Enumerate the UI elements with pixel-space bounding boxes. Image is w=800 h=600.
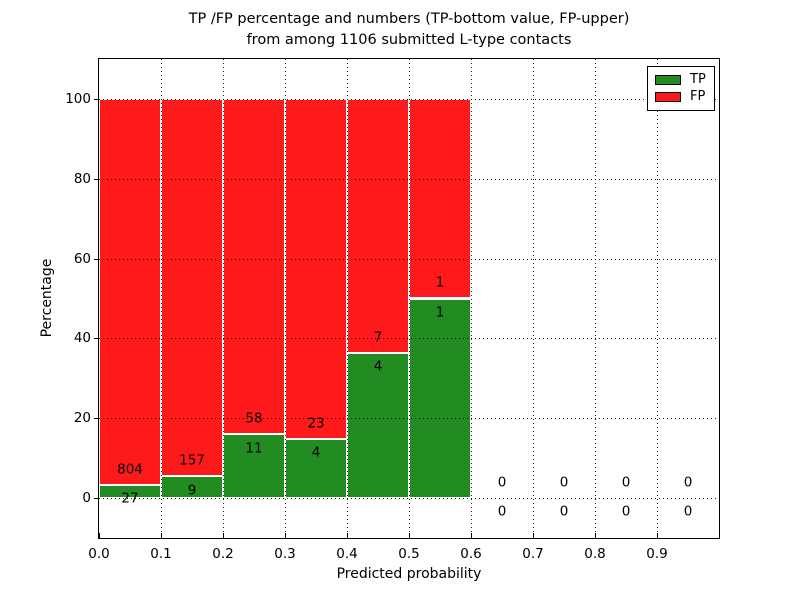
x-tick <box>285 533 286 538</box>
tp-bar-segment <box>347 352 409 499</box>
fp-bar-segment <box>285 98 347 439</box>
x-tick-label: 0.0 <box>88 546 110 562</box>
tp-count-label: 27 <box>121 490 139 507</box>
y-tick <box>94 338 99 340</box>
fp-count-label: 1 <box>435 274 445 291</box>
x-tick <box>99 533 100 538</box>
legend: TP FP <box>647 66 715 111</box>
x-tick <box>471 533 472 538</box>
x-tick-label: 0.6 <box>460 546 482 562</box>
y-tick <box>94 498 99 500</box>
vgridline <box>471 59 472 538</box>
y-tick-label: 0 <box>82 490 91 507</box>
vgridline <box>533 59 534 538</box>
tp-count-label: 4 <box>311 444 321 461</box>
vgridline <box>285 59 286 538</box>
y-tick-label: 20 <box>73 410 91 427</box>
tp-count-label: 0 <box>497 503 507 520</box>
bars-layer <box>99 59 719 538</box>
fp-count-label: 23 <box>307 415 325 432</box>
vgridline <box>657 59 658 538</box>
y-tick-label: 80 <box>73 170 91 187</box>
fp-count-label: 0 <box>559 474 569 491</box>
x-tick <box>595 533 596 538</box>
vgridline <box>347 59 348 538</box>
y-tick-label: 40 <box>73 330 91 347</box>
fp-bar-segment <box>409 98 471 299</box>
fp-count-label: 0 <box>683 474 693 491</box>
fp-legend-swatch-icon <box>655 92 681 102</box>
fp-count-label: 0 <box>497 474 507 491</box>
fp-count-label: 157 <box>179 452 205 469</box>
grid-layer <box>99 59 719 538</box>
legend-row-fp: FP <box>655 90 714 104</box>
vgridline <box>223 59 224 538</box>
tp-count-label: 1 <box>435 304 445 321</box>
x-tick-label: 0.4 <box>336 546 358 562</box>
y-axis-title: Percentage <box>39 258 55 338</box>
chart-title: TP /FP percentage and numbers (TP-bottom… <box>99 9 719 51</box>
fp-count-label: 58 <box>245 410 263 427</box>
y-tick <box>94 418 99 420</box>
tp-bar-segment <box>285 438 347 499</box>
x-tick <box>409 533 410 538</box>
fp-legend-label: FP <box>690 89 706 104</box>
x-tick <box>347 533 348 538</box>
vgridline <box>161 59 162 538</box>
legend-row-tp: TP <box>655 73 714 87</box>
chart-title-line1: TP /FP percentage and numbers (TP-bottom… <box>188 11 630 27</box>
fp-bar-segment <box>347 98 409 353</box>
vgridline <box>595 59 596 538</box>
tp-count-label: 0 <box>559 503 569 520</box>
tp-count-label: 0 <box>621 503 631 520</box>
y-tick <box>94 178 99 180</box>
x-tick-label: 0.9 <box>646 546 668 562</box>
tp-count-label: 11 <box>245 440 263 457</box>
x-tick-label: 0.2 <box>212 546 234 562</box>
tp-legend-label: TP <box>690 72 706 87</box>
tp-bar-segment <box>99 485 161 499</box>
y-tick-label: 60 <box>73 250 91 267</box>
x-tick <box>533 533 534 538</box>
x-tick-label: 0.3 <box>274 546 296 562</box>
y-tick <box>94 258 99 260</box>
x-tick <box>223 533 224 538</box>
y-tick <box>94 98 99 100</box>
x-tick-label: 0.5 <box>398 546 420 562</box>
tp-legend-swatch-icon <box>655 75 681 85</box>
x-tick-label: 0.7 <box>522 546 544 562</box>
fp-count-label: 7 <box>373 329 383 346</box>
tp-count-label: 4 <box>373 358 383 375</box>
x-tick <box>657 533 658 538</box>
fp-bar-segment <box>99 98 161 486</box>
x-tick-label: 0.1 <box>150 546 172 562</box>
plot-area: 804 27 157 9 58 11 23 4 7 4 1 1 0 0 0 0 0 0 0 0 TP FP <box>98 58 720 539</box>
tp-count-label: 0 <box>683 503 693 520</box>
tp-bar-segment <box>223 434 285 499</box>
fp-count-label: 0 <box>621 474 631 491</box>
x-axis-title: Predicted probability <box>336 566 482 582</box>
fp-count-label: 804 <box>117 461 143 478</box>
x-tick <box>161 533 162 538</box>
fp-bar-segment <box>161 98 223 477</box>
vgridline <box>409 59 410 538</box>
x-tick-label: 0.8 <box>584 546 606 562</box>
count-labels-layer: 804 27 157 9 58 11 23 4 7 4 1 1 0 0 0 0 0 0 0 0 <box>99 59 719 538</box>
tp-count-label: 9 <box>187 482 197 499</box>
y-tick-label: 100 <box>65 90 91 107</box>
chart-title-line2: from among 1106 submitted L-type contact… <box>246 32 572 48</box>
